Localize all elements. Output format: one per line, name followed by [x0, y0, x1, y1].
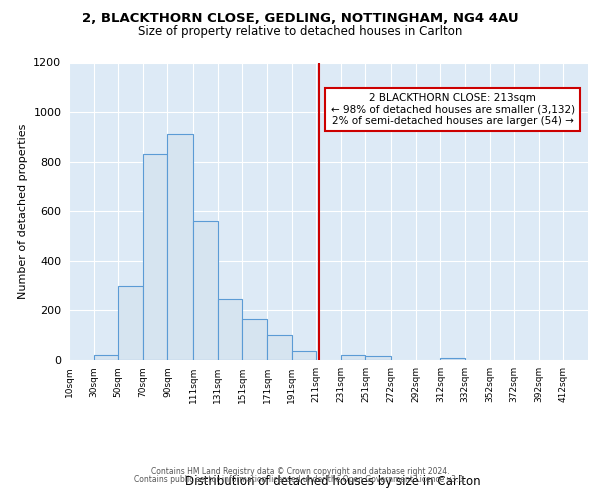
Bar: [118, 286, 143, 360]
Text: Distribution of detached houses by size in Carlton: Distribution of detached houses by size …: [185, 474, 481, 488]
Text: 2 BLACKTHORN CLOSE: 213sqm
← 98% of detached houses are smaller (3,132)
2% of se: 2 BLACKTHORN CLOSE: 213sqm ← 98% of deta…: [331, 93, 575, 126]
Bar: [167, 134, 193, 360]
Bar: [267, 335, 292, 360]
Bar: [143, 154, 167, 360]
Bar: [341, 355, 365, 360]
Text: Size of property relative to detached houses in Carlton: Size of property relative to detached ho…: [138, 25, 462, 38]
Bar: [193, 221, 218, 360]
Bar: [218, 300, 242, 360]
Bar: [365, 356, 391, 360]
Bar: [242, 319, 267, 360]
Bar: [94, 355, 118, 360]
Text: Contains HM Land Registry data © Crown copyright and database right 2024.: Contains HM Land Registry data © Crown c…: [151, 467, 449, 476]
Bar: [440, 358, 465, 360]
Text: Contains public sector information licensed under the Open Government Licence v3: Contains public sector information licen…: [134, 474, 466, 484]
Bar: [292, 352, 316, 360]
Y-axis label: Number of detached properties: Number of detached properties: [17, 124, 28, 299]
Text: 2, BLACKTHORN CLOSE, GEDLING, NOTTINGHAM, NG4 4AU: 2, BLACKTHORN CLOSE, GEDLING, NOTTINGHAM…: [82, 12, 518, 26]
